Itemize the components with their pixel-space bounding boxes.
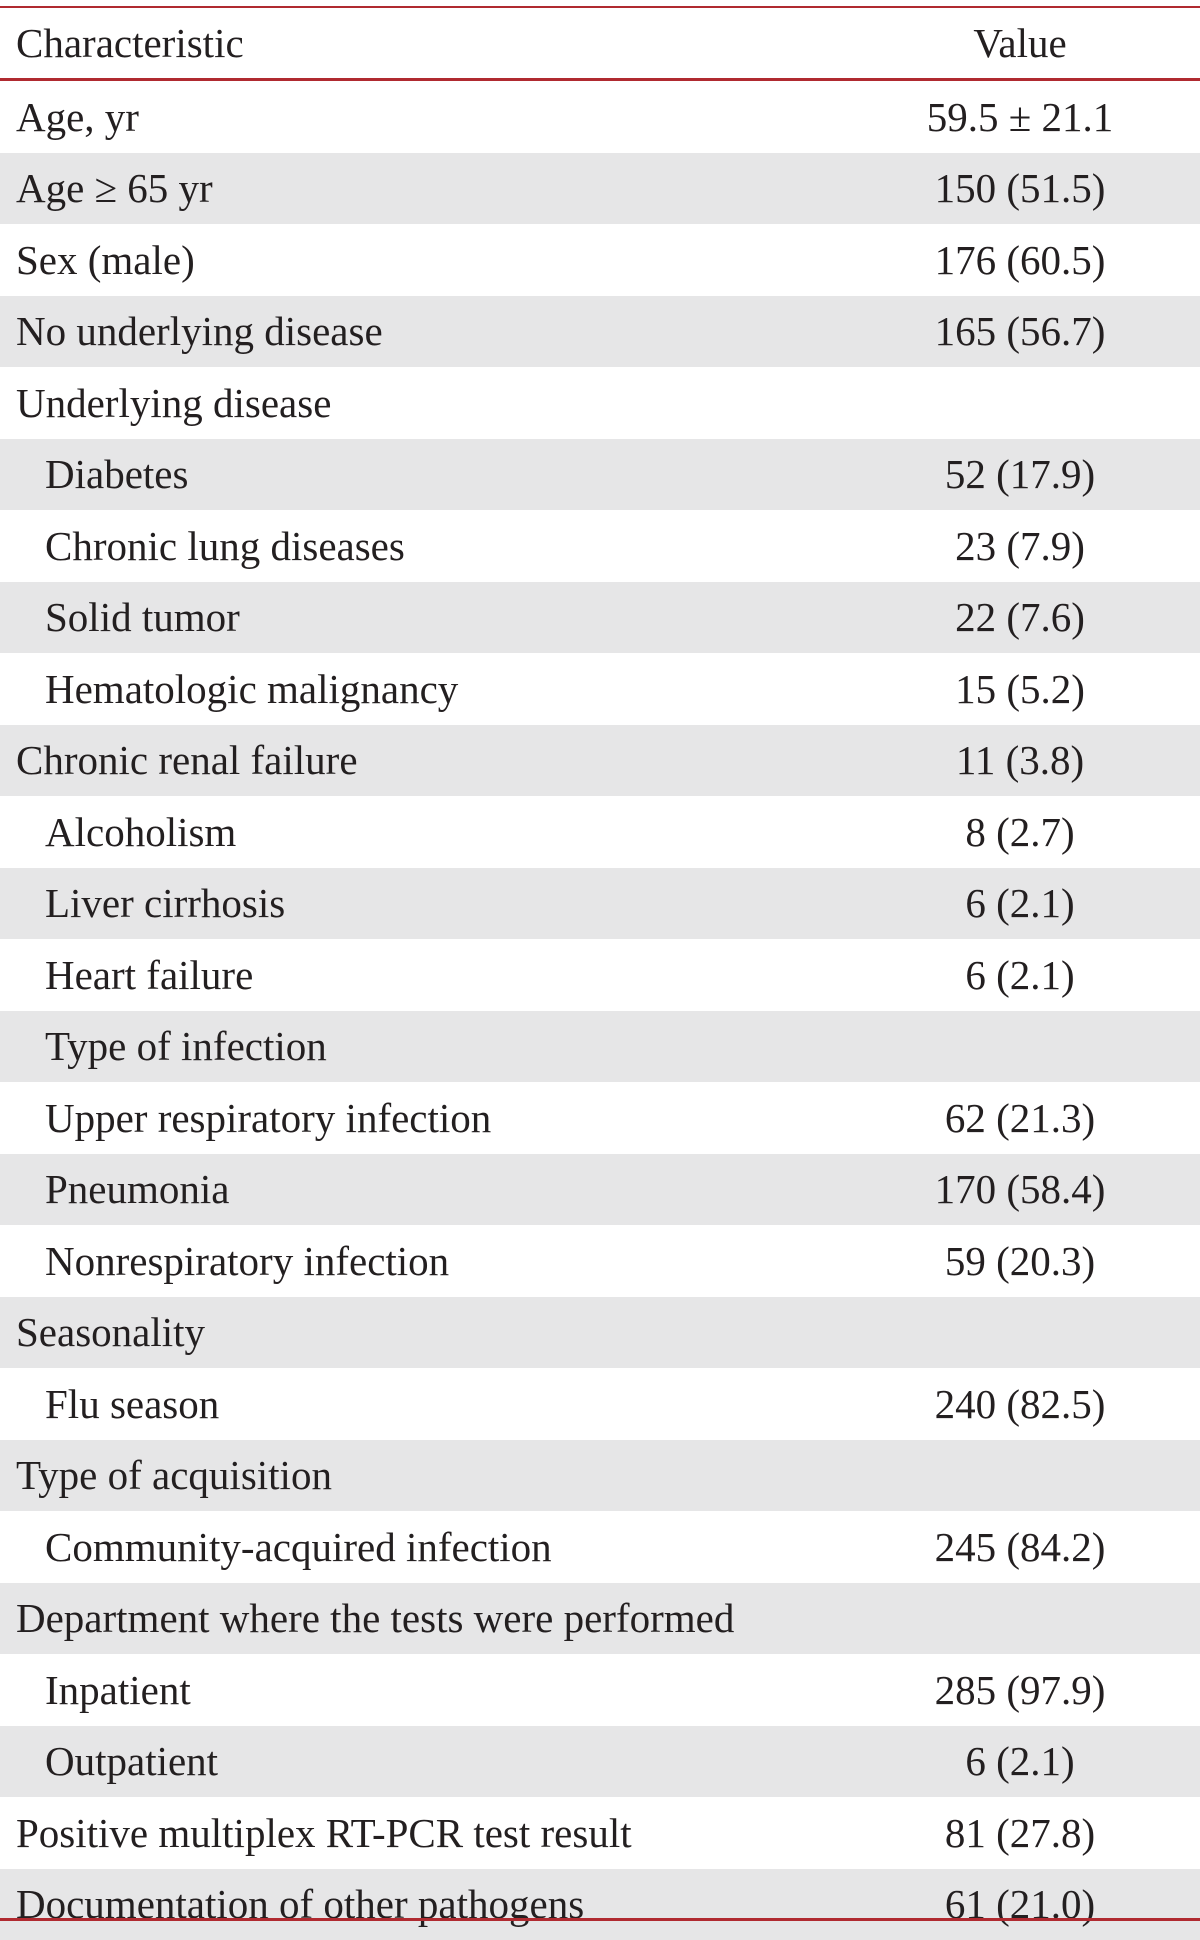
row-label: Liver cirrhosis [45,868,285,940]
table-row: Pneumonia 170 (58.4) [0,1154,1200,1226]
table-row: Underlying disease [0,367,1200,439]
row-label: Solid tumor [45,582,240,654]
row-label: Alcoholism [45,796,236,868]
table-row: Seasonality [0,1297,1200,1369]
table-row: Upper respiratory infection 62 (21.3) [0,1082,1200,1154]
row-label: Sex (male) [16,224,195,296]
row-value: 240 (82.5) [880,1368,1160,1440]
row-value [880,1440,1160,1512]
row-value: 6 (2.1) [880,939,1160,1011]
row-label: Seasonality [16,1297,205,1369]
row-label: Documentation of other pathogens [16,1869,584,1940]
row-value: 176 (60.5) [880,224,1160,296]
row-value: 170 (58.4) [880,1154,1160,1226]
row-value [880,1583,1160,1655]
row-label: Chronic renal failure [16,725,358,797]
table-row: Chronic renal failure 11 (3.8) [0,725,1200,797]
table-row: Community-acquired infection 245 (84.2) [0,1511,1200,1583]
table-row: Age ≥ 65 yr 150 (51.5) [0,153,1200,225]
table-row: Documentation of other pathogens 61 (21.0… [0,1869,1200,1940]
row-label: Diabetes [45,439,188,511]
row-label: Positive multiplex RT-PCR test result [16,1797,632,1869]
table-header-row: Characteristic Value [0,8,1200,78]
row-value: 245 (84.2) [880,1511,1160,1583]
row-value: 62 (21.3) [880,1082,1160,1154]
table-row: Liver cirrhosis 6 (2.1) [0,868,1200,940]
table-row: Inpatient 285 (97.9) [0,1654,1200,1726]
row-value [880,1297,1160,1369]
row-label: Type of infection [45,1011,327,1083]
table-row: Age, yr 59.5 ± 21.1 [0,81,1200,153]
row-label: Department where the tests were performe… [16,1583,734,1655]
table-row: Department where the tests were performe… [0,1583,1200,1655]
table-row: Sex (male) 176 (60.5) [0,224,1200,296]
row-value: 6 (2.1) [880,1726,1160,1798]
table-row: Chronic lung diseases 23 (7.9) [0,510,1200,582]
table-row: Type of infection [0,1011,1200,1083]
row-label: Hematologic malignancy [45,653,458,725]
row-value: 61 (21.0) [880,1869,1160,1940]
row-label: Heart failure [45,939,253,1011]
table-row: No underlying disease 165 (56.7) [0,296,1200,368]
row-value [880,1011,1160,1083]
row-label: Nonrespiratory infection [45,1225,449,1297]
row-label: No underlying disease [16,296,383,368]
row-label: Chronic lung diseases [45,510,405,582]
row-value: 59.5 ± 21.1 [880,81,1160,153]
table-row: Positive multiplex RT-PCR test result 81 … [0,1797,1200,1869]
row-value: 285 (97.9) [880,1654,1160,1726]
table-row: Type of acquisition [0,1440,1200,1512]
table-row: Nonrespiratory infection 59 (20.3) [0,1225,1200,1297]
row-label: Underlying disease [16,367,331,439]
row-value: 15 (5.2) [880,653,1160,725]
table-row: Diabetes 52 (17.9) [0,439,1200,511]
row-value: 59 (20.3) [880,1225,1160,1297]
row-label: Type of acquisition [16,1440,332,1512]
row-value: 6 (2.1) [880,868,1160,940]
row-value: 8 (2.7) [880,796,1160,868]
row-value: 22 (7.6) [880,582,1160,654]
table-row: Outpatient 6 (2.1) [0,1726,1200,1798]
header-value: Value [880,8,1160,78]
row-value: 150 (51.5) [880,153,1160,225]
row-label: Upper respiratory infection [45,1082,491,1154]
row-value: 81 (27.8) [880,1797,1160,1869]
row-label: Age, yr [16,81,139,153]
row-value: 11 (3.8) [880,725,1160,797]
table-row: Hematologic malignancy 15 (5.2) [0,653,1200,725]
row-label: Community-acquired infection [45,1511,552,1583]
table-row: Flu season 240 (82.5) [0,1368,1200,1440]
row-label: Flu season [45,1368,219,1440]
header-characteristic: Characteristic [16,8,244,78]
table-row: Heart failure 6 (2.1) [0,939,1200,1011]
row-value: 52 (17.9) [880,439,1160,511]
row-value [880,367,1160,439]
row-label: Outpatient [45,1726,218,1798]
row-label: Pneumonia [45,1154,229,1226]
row-value: 23 (7.9) [880,510,1160,582]
table-row: Alcoholism 8 (2.7) [0,796,1200,868]
table-row: Solid tumor 22 (7.6) [0,582,1200,654]
row-label: Age ≥ 65 yr [16,153,213,225]
row-value: 165 (56.7) [880,296,1160,368]
table-bottom-rule [0,1918,1200,1921]
row-label: Inpatient [45,1654,191,1726]
